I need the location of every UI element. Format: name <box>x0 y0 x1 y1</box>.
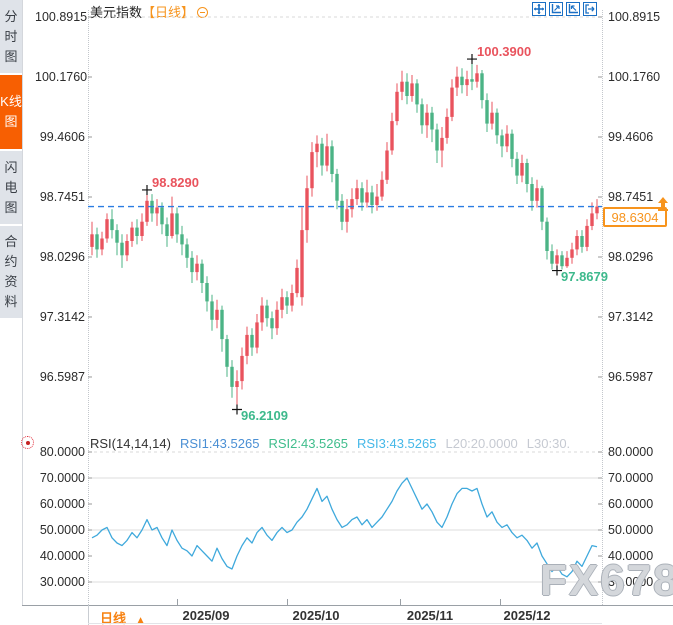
instrument-name: 美元指数 <box>90 5 143 20</box>
period-selector-label: 日线 <box>100 611 127 625</box>
sidebar-tab-label: 分时图 <box>4 8 18 64</box>
plot-right-border <box>602 10 603 605</box>
x-axis-tick <box>287 599 288 605</box>
x-axis-label: 2025/09 <box>182 608 230 623</box>
rsi-settings-icon[interactable] <box>21 436 34 449</box>
sidebar-tab-label: K线图 <box>0 94 22 129</box>
candlestick-chart[interactable] <box>88 10 602 430</box>
sidebar-tab-lightning-chart[interactable]: 闪电图 <box>0 151 22 224</box>
x-axis-tick <box>500 599 501 605</box>
y-axis-label: 60.0000 <box>608 497 654 511</box>
low-price-annotation: 97.8679 <box>561 268 608 284</box>
rsi-indicator-name: RSI(14,14,14) <box>90 436 171 451</box>
y-axis-label: 80.0000 <box>39 445 85 459</box>
x-axis-label: 2025/12 <box>503 608 551 623</box>
y-axis-label: 97.3142 <box>608 310 654 324</box>
y-axis-label: 99.4606 <box>39 130 85 144</box>
sidebar-tab-label: 合约资料 <box>4 234 18 309</box>
y-axis-label: 40.0000 <box>608 549 654 563</box>
y-axis-label: 30.0000 <box>39 575 85 589</box>
bottom-underline <box>88 623 602 624</box>
sidebar-tab-label: 闪电图 <box>4 159 18 215</box>
y-axis-label: 50.0000 <box>608 523 654 537</box>
rsi-l30-value: L30:30. <box>526 436 571 451</box>
chart-title: 美元指数【日线】 <box>90 2 209 20</box>
y-axis-label: 96.5987 <box>39 370 85 384</box>
y-axis-label: 60.0000 <box>39 497 85 511</box>
zoom-in-axis-icon[interactable] <box>549 2 563 16</box>
rsi-l20-value: L20:20.0000 <box>445 436 518 451</box>
y-axis-label: 98.7451 <box>608 190 654 204</box>
high-price-annotation: 98.8290 <box>152 174 199 190</box>
sidebar-tab-kline-chart[interactable]: K线图 <box>0 75 22 149</box>
period-up-triangle-icon: ▲ <box>135 615 146 625</box>
x-axis-label: 2025/10 <box>292 608 340 623</box>
low-price-annotation: 96.2109 <box>241 407 288 423</box>
popout-window-icon[interactable] <box>583 2 597 16</box>
y-axis-label: 100.1760 <box>608 70 661 84</box>
period-tag: 【日线】 <box>142 5 195 20</box>
y-axis-label: 99.4606 <box>608 130 654 144</box>
y-axis-label: 30.0000 <box>608 575 654 589</box>
x-axis-label: 2025/11 <box>406 608 454 623</box>
y-axis-label: 97.3142 <box>39 310 85 324</box>
sidebar-tab-time-chart[interactable]: 分时图 <box>0 0 22 73</box>
high-price-annotation: 100.3900 <box>477 44 532 60</box>
period-selector[interactable]: 日线 ▲ <box>100 608 146 625</box>
y-axis-label: 100.1760 <box>35 70 88 84</box>
y-axis-label: 50.0000 <box>39 523 85 537</box>
bottom-axis-bar <box>22 605 673 625</box>
plot-left-border <box>88 10 89 605</box>
sidebar-divider <box>22 0 23 605</box>
y-axis-label: 98.0296 <box>39 250 85 264</box>
rsi-chart[interactable] <box>88 446 602 603</box>
sidebar-tab-contract-info[interactable]: 合约资料 <box>0 226 22 318</box>
y-axis-label: 70.0000 <box>608 471 654 485</box>
y-axis-label: 80.0000 <box>608 445 654 459</box>
rsi2-value: RSI2:43.5265 <box>268 436 348 451</box>
zoom-out-axis-icon[interactable] <box>566 2 580 16</box>
y-axis-label: 96.5987 <box>608 370 654 384</box>
x-axis-tick <box>400 599 401 605</box>
y-axis-label: 100.8915 <box>35 10 88 24</box>
rsi-header: RSI(14,14,14) RSI1:43.5265 RSI2:43.5265 RSI… <box>90 436 579 451</box>
rsi3-value: RSI3:43.5265 <box>356 436 437 451</box>
y-axis-label: 70.0000 <box>39 471 85 485</box>
y-axis-label: 40.0000 <box>39 549 85 563</box>
y-axis-label: 100.8915 <box>608 10 661 24</box>
rsi1-value: RSI1:43.5265 <box>179 436 260 451</box>
current-price-tag[interactable]: 98.6304 <box>603 207 667 227</box>
chart-toolbar <box>532 2 597 16</box>
y-axis-label: 98.0296 <box>608 250 654 264</box>
price-up-arrow-icon[interactable] <box>657 197 669 211</box>
y-axis-label: 98.7451 <box>39 190 85 204</box>
crosshair-move-icon[interactable] <box>532 2 546 16</box>
x-axis-tick <box>177 599 178 605</box>
bottom-bar-divider <box>88 605 89 625</box>
